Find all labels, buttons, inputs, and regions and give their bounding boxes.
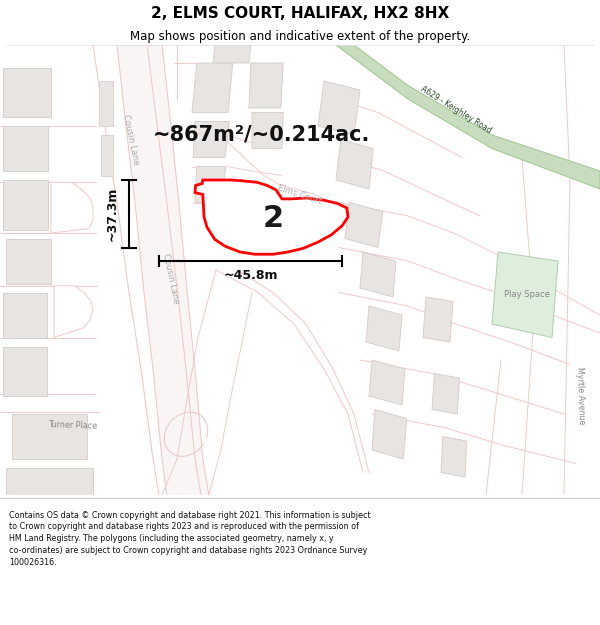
Text: A629 - Keighley Road: A629 - Keighley Road — [419, 85, 493, 136]
Text: 2: 2 — [262, 204, 284, 232]
Text: Myrtle Avenue: Myrtle Avenue — [575, 367, 586, 425]
Text: Cousin Lane: Cousin Lane — [161, 253, 181, 305]
Polygon shape — [117, 45, 209, 495]
Text: Play Space: Play Space — [504, 290, 550, 299]
Polygon shape — [3, 346, 47, 396]
Polygon shape — [372, 409, 407, 459]
Polygon shape — [3, 126, 48, 171]
Polygon shape — [369, 360, 405, 405]
Polygon shape — [336, 139, 373, 189]
Polygon shape — [195, 180, 348, 254]
Polygon shape — [249, 63, 283, 108]
Text: ~867m²/~0.214ac.: ~867m²/~0.214ac. — [153, 125, 370, 145]
Polygon shape — [54, 286, 93, 338]
Polygon shape — [6, 239, 51, 284]
Polygon shape — [213, 45, 251, 63]
Text: Cousin Lane: Cousin Lane — [121, 113, 140, 166]
Text: Elms Court: Elms Court — [277, 183, 323, 206]
Polygon shape — [336, 31, 600, 189]
Polygon shape — [51, 182, 93, 233]
Polygon shape — [492, 252, 558, 338]
Polygon shape — [192, 63, 233, 112]
Polygon shape — [99, 81, 113, 126]
Polygon shape — [252, 112, 283, 149]
Polygon shape — [6, 468, 93, 495]
Polygon shape — [12, 414, 87, 459]
Polygon shape — [195, 166, 226, 202]
Polygon shape — [432, 374, 460, 414]
Text: 2, ELMS COURT, HALIFAX, HX2 8HX: 2, ELMS COURT, HALIFAX, HX2 8HX — [151, 6, 449, 21]
Polygon shape — [345, 202, 383, 248]
Polygon shape — [3, 68, 51, 117]
Text: Map shows position and indicative extent of the property.: Map shows position and indicative extent… — [130, 31, 470, 43]
Polygon shape — [441, 436, 467, 477]
Polygon shape — [360, 252, 396, 297]
Polygon shape — [366, 306, 402, 351]
Polygon shape — [101, 135, 113, 176]
Polygon shape — [3, 180, 48, 229]
Text: ~37.3m: ~37.3m — [105, 187, 118, 241]
Text: Contains OS data © Crown copyright and database right 2021. This information is : Contains OS data © Crown copyright and d… — [9, 511, 371, 567]
Polygon shape — [318, 81, 360, 135]
Polygon shape — [193, 121, 229, 158]
Polygon shape — [423, 297, 453, 342]
Text: ~45.8m: ~45.8m — [223, 269, 278, 282]
Text: Turner Place: Turner Place — [48, 420, 97, 431]
Polygon shape — [3, 292, 47, 338]
